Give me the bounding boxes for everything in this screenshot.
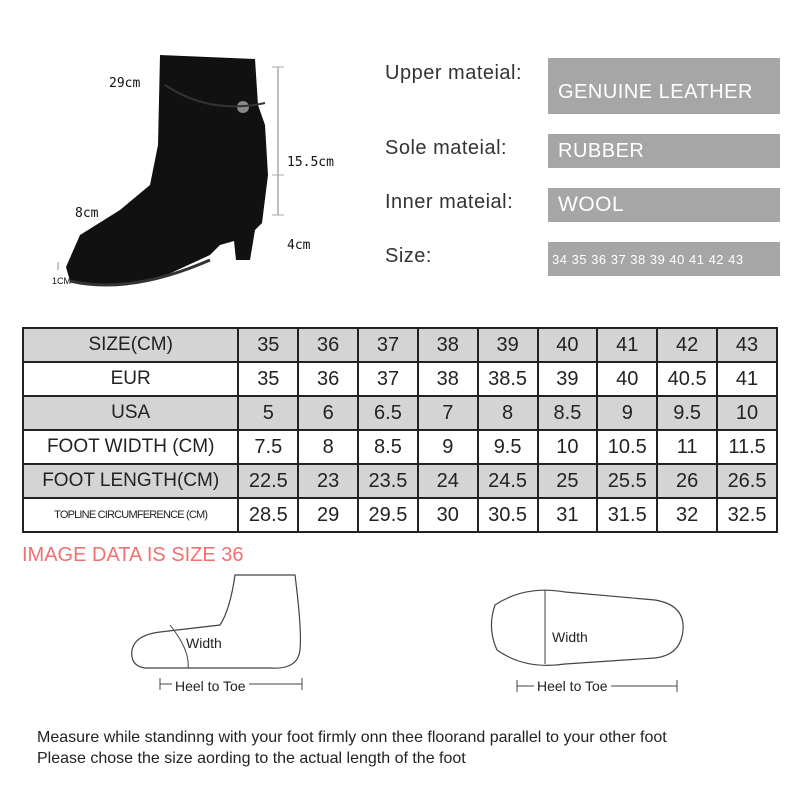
table-cell: 30.5 bbox=[476, 497, 539, 533]
side-width-label: Width bbox=[186, 635, 222, 651]
upper-material-label: Upper mateial: bbox=[385, 62, 523, 84]
table-cell: 5 bbox=[237, 395, 300, 431]
table-row: SIZE(CM) 35 36 37 38 39 40 41 42 43 bbox=[21, 327, 778, 363]
table-cell: 9.5 bbox=[476, 429, 539, 465]
table-row: EUR 35 36 37 38 38.5 39 40 40.5 41 bbox=[21, 361, 778, 397]
table-cell: 29 bbox=[297, 497, 360, 533]
table-cell: 9 bbox=[416, 429, 479, 465]
sole-material-label: Sole mateial: bbox=[385, 137, 508, 159]
table-cell: 11 bbox=[656, 429, 719, 465]
size-range-value: 34 35 36 37 38 39 40 41 42 43 bbox=[548, 242, 780, 276]
row-header: EUR bbox=[21, 361, 240, 397]
table-cell: 8 bbox=[476, 395, 539, 431]
row-header: TOPLINE CIRCUMFERENCE (CM) bbox=[21, 497, 240, 533]
instruction-line-2: Please chose the size aording to the act… bbox=[37, 750, 466, 767]
table-cell: 39 bbox=[536, 361, 599, 397]
table-cell: 23.5 bbox=[357, 463, 419, 499]
table-cell: 10 bbox=[536, 429, 599, 465]
table-cell: 42 bbox=[656, 327, 719, 363]
table-cell: 29.5 bbox=[357, 497, 419, 533]
table-cell: 32 bbox=[656, 497, 719, 533]
table-row: FOOT LENGTH(CM) 22.5 23 23.5 24 24.5 25 25.5 26 2… bbox=[21, 463, 778, 499]
table-cell: 8 bbox=[297, 429, 360, 465]
table-cell: 24 bbox=[416, 463, 479, 499]
circumference-label: 29cm bbox=[109, 76, 141, 91]
image-size-note: IMAGE DATA IS SIZE 36 bbox=[22, 544, 244, 566]
table-cell: 38 bbox=[416, 361, 479, 397]
table-cell: 24.5 bbox=[476, 463, 539, 499]
table-cell: 23 bbox=[297, 463, 360, 499]
table-cell: 8.5 bbox=[536, 395, 599, 431]
table-cell: 38.5 bbox=[476, 361, 539, 397]
table-cell: 9 bbox=[596, 395, 659, 431]
boot-image bbox=[57, 55, 284, 287]
table-cell: 31.5 bbox=[596, 497, 659, 533]
table-cell: 25 bbox=[536, 463, 599, 499]
table-cell: 35 bbox=[237, 327, 300, 363]
table-cell: 43 bbox=[716, 327, 778, 363]
size-table: SIZE(CM) 35 36 37 38 39 40 41 42 43 EUR 35 36 37 38 38.… bbox=[21, 327, 778, 533]
table-cell: 26.5 bbox=[716, 463, 778, 499]
shaft-height-label: 15.5cm bbox=[287, 155, 334, 170]
table-row: TOPLINE CIRCUMFERENCE (CM) 28.5 29 29.5 30 30… bbox=[21, 497, 778, 533]
table-cell: 8.5 bbox=[357, 429, 419, 465]
inner-material-label: Inner mateial: bbox=[385, 191, 514, 213]
table-cell: 9.5 bbox=[656, 395, 719, 431]
table-cell: 7.5 bbox=[237, 429, 300, 465]
toe-label: 8cm bbox=[75, 206, 99, 221]
table-row: USA 5 6 6.5 7 8 8.5 9 9.5 10 bbox=[21, 395, 778, 431]
table-cell: 40 bbox=[596, 361, 659, 397]
table-row: FOOT WIDTH (CM) 7.5 8 8.5 9 9.5 10 10.5 11 11.5 bbox=[21, 429, 778, 465]
row-header: FOOT LENGTH(CM) bbox=[21, 463, 240, 499]
table-cell: 25.5 bbox=[596, 463, 659, 499]
table-cell: 10.5 bbox=[596, 429, 659, 465]
table-cell: 28.5 bbox=[237, 497, 300, 533]
row-header: SIZE(CM) bbox=[21, 327, 240, 363]
table-cell: 39 bbox=[476, 327, 539, 363]
table-cell: 11.5 bbox=[716, 429, 778, 465]
table-cell: 38 bbox=[416, 327, 479, 363]
table-cell: 26 bbox=[656, 463, 719, 499]
table-cell: 37 bbox=[357, 361, 419, 397]
table-cell: 40 bbox=[536, 327, 599, 363]
table-cell: 35 bbox=[237, 361, 300, 397]
table-cell: 40.5 bbox=[656, 361, 719, 397]
table-cell: 36 bbox=[297, 327, 360, 363]
table-cell: 31 bbox=[536, 497, 599, 533]
instruction-line-1: Measure while standinng with your foot f… bbox=[37, 729, 667, 746]
sole-width-label: Width bbox=[552, 629, 588, 645]
upper-material-value: GENUINE LEATHER bbox=[548, 58, 780, 114]
sole-length-label: Heel to Toe bbox=[534, 678, 611, 694]
row-header: FOOT WIDTH (CM) bbox=[21, 429, 240, 465]
table-cell: 6 bbox=[297, 395, 360, 431]
table-cell: 10 bbox=[716, 395, 778, 431]
side-length-label: Heel to Toe bbox=[172, 678, 249, 694]
heel-label: 4cm bbox=[287, 238, 311, 253]
table-cell: 32.5 bbox=[716, 497, 778, 533]
inner-material-value: WOOL bbox=[548, 188, 780, 222]
table-cell: 22.5 bbox=[237, 463, 300, 499]
table-cell: 30 bbox=[416, 497, 479, 533]
table-cell: 6.5 bbox=[357, 395, 419, 431]
table-cell: 37 bbox=[357, 327, 419, 363]
table-cell: 41 bbox=[716, 361, 778, 397]
table-cell: 36 bbox=[297, 361, 360, 397]
size-label: Size: bbox=[385, 245, 432, 267]
row-header: USA bbox=[21, 395, 240, 431]
table-cell: 7 bbox=[416, 395, 479, 431]
platform-label: 1CM bbox=[52, 276, 72, 286]
table-cell: 41 bbox=[596, 327, 659, 363]
sole-material-value: RUBBER bbox=[548, 134, 780, 168]
